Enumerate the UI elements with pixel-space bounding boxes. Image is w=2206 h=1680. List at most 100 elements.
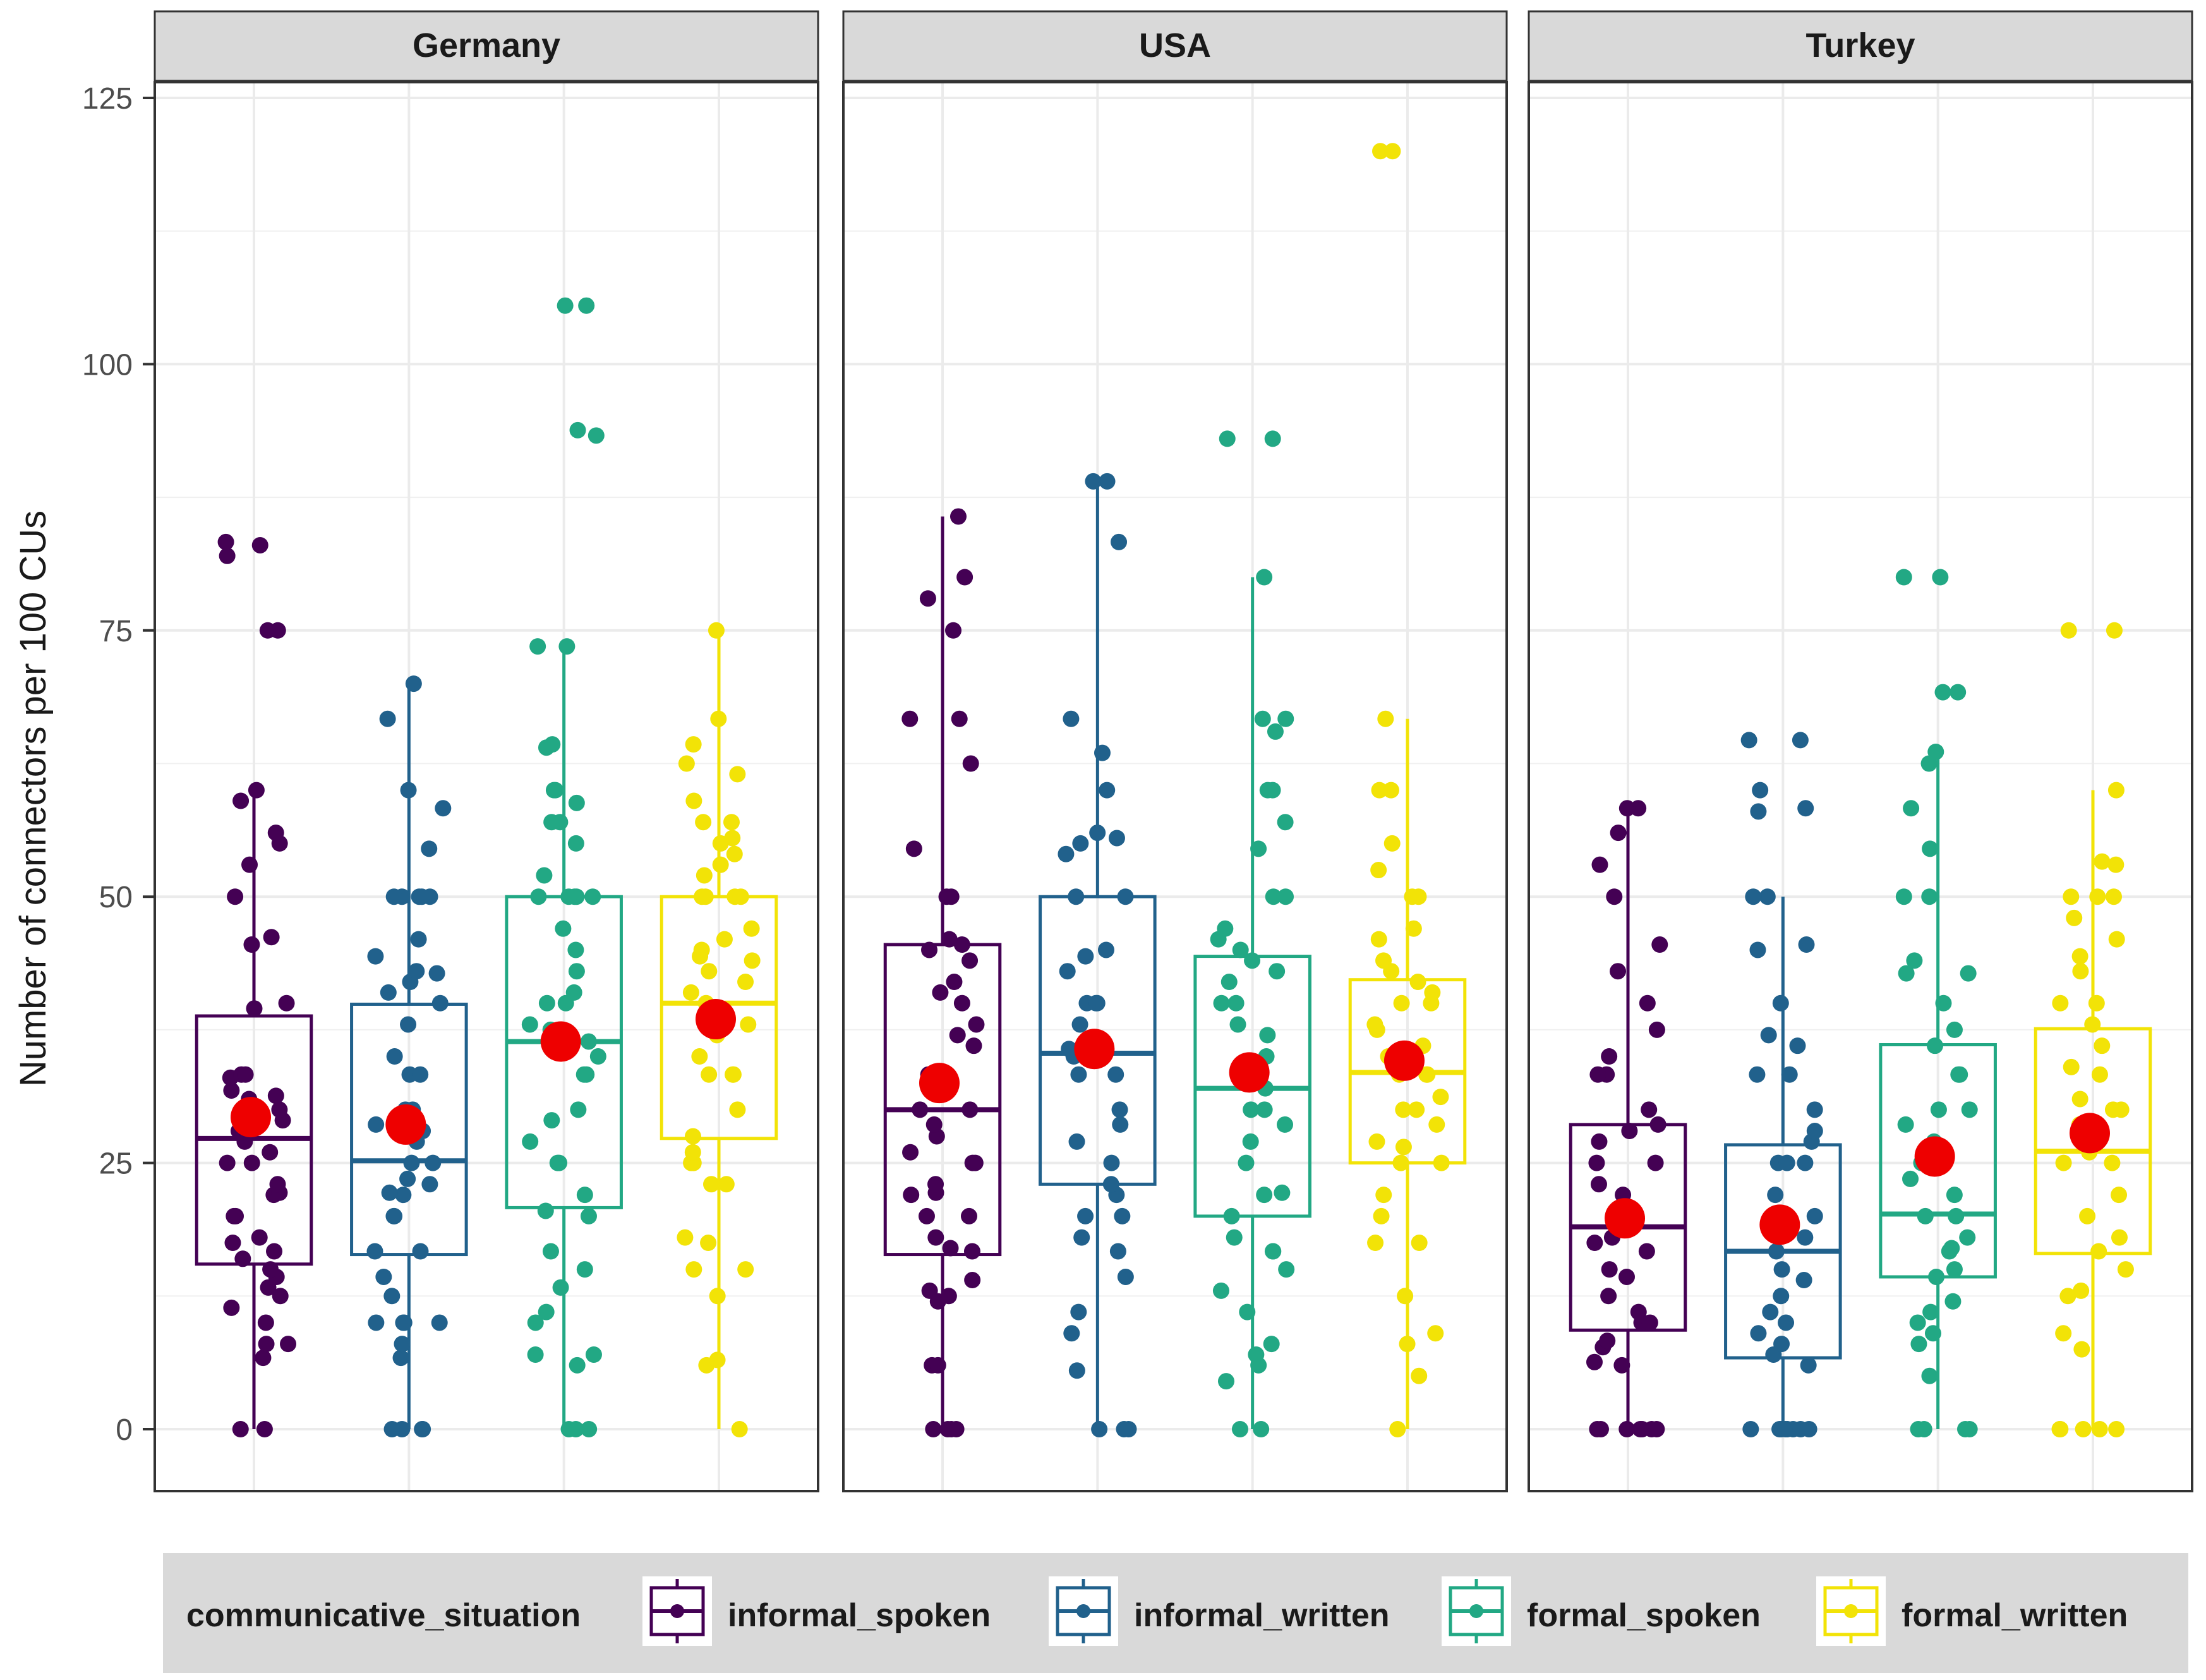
data-point bbox=[1749, 1066, 1766, 1083]
data-point bbox=[431, 994, 449, 1012]
data-point bbox=[375, 1268, 392, 1285]
data-point bbox=[1253, 1421, 1270, 1437]
data-point bbox=[902, 1144, 919, 1161]
data-point bbox=[1375, 1187, 1392, 1204]
data-point bbox=[1778, 1314, 1795, 1331]
data-point bbox=[684, 1128, 701, 1145]
data-point bbox=[1752, 782, 1769, 799]
data-point bbox=[1586, 1353, 1603, 1370]
data-point bbox=[1085, 473, 1102, 490]
data-point bbox=[1278, 1261, 1295, 1278]
box bbox=[660, 895, 778, 1140]
data-point bbox=[744, 952, 761, 969]
data-point bbox=[1102, 1176, 1119, 1193]
data-point bbox=[1601, 1048, 1618, 1065]
data-point bbox=[901, 710, 919, 727]
data-point bbox=[386, 1048, 403, 1065]
data-point bbox=[1373, 1207, 1390, 1224]
data-point bbox=[1116, 1421, 1133, 1437]
data-point bbox=[243, 1154, 260, 1171]
data-point bbox=[725, 1066, 742, 1083]
data-point bbox=[1946, 1187, 1963, 1204]
data-point bbox=[712, 856, 729, 873]
data-point bbox=[1089, 825, 1106, 842]
data-point bbox=[1259, 782, 1276, 799]
data-point bbox=[576, 1187, 593, 1204]
data-point bbox=[413, 888, 430, 905]
data-point bbox=[1749, 941, 1766, 958]
data-point bbox=[1589, 1066, 1606, 1083]
data-point bbox=[569, 1357, 586, 1374]
y-tick-label: 75 bbox=[99, 615, 133, 648]
mean-marker bbox=[695, 999, 736, 1040]
data-point bbox=[271, 1101, 288, 1118]
data-point bbox=[737, 974, 754, 991]
data-point bbox=[234, 1250, 251, 1267]
data-point bbox=[1217, 1373, 1234, 1390]
data-point bbox=[946, 974, 963, 991]
facet-panels: Germany USA Turkey bbox=[154, 10, 2193, 1492]
data-point bbox=[269, 1176, 286, 1193]
data-point bbox=[544, 736, 561, 753]
data-point bbox=[1427, 1325, 1444, 1342]
data-point bbox=[280, 1336, 297, 1353]
data-point bbox=[1077, 948, 1094, 965]
y-tick-label: 25 bbox=[99, 1147, 133, 1181]
data-point bbox=[2111, 1187, 2128, 1204]
data-point bbox=[223, 1082, 240, 1099]
data-point bbox=[567, 835, 584, 852]
data-point bbox=[1740, 732, 1757, 749]
data-point bbox=[925, 1116, 943, 1133]
data-point bbox=[1070, 1066, 1087, 1083]
data-point bbox=[710, 710, 727, 727]
data-point bbox=[1256, 1101, 1273, 1118]
data-point bbox=[697, 888, 714, 905]
data-point bbox=[405, 675, 422, 692]
data-point bbox=[421, 840, 438, 857]
data-point bbox=[929, 1357, 946, 1374]
data-point bbox=[243, 936, 260, 953]
facet-strip bbox=[1528, 10, 2193, 82]
data-point bbox=[1372, 143, 1389, 160]
legend-items: informal_spoken informal_written formal_sp… bbox=[642, 1576, 2128, 1646]
data-point bbox=[1922, 840, 1939, 857]
y-axis-title: Number of connectors per 100 CUs bbox=[13, 511, 54, 1087]
y-tick-label: 0 bbox=[116, 1413, 133, 1447]
data-point bbox=[538, 994, 555, 1012]
data-point bbox=[1797, 800, 1814, 817]
data-point bbox=[381, 1184, 398, 1201]
data-point bbox=[1063, 1325, 1080, 1342]
data-point bbox=[953, 936, 970, 953]
data-point bbox=[1588, 1154, 1605, 1171]
data-point bbox=[1903, 800, 1920, 817]
data-point bbox=[412, 1066, 429, 1083]
data-point bbox=[1649, 1116, 1667, 1133]
data-point bbox=[410, 931, 427, 948]
legend-item-informal_written: informal_written bbox=[1049, 1576, 1390, 1646]
data-point bbox=[400, 1016, 417, 1033]
data-point bbox=[941, 931, 958, 948]
data-point bbox=[956, 569, 973, 586]
data-point bbox=[1928, 1268, 1945, 1285]
data-point bbox=[1099, 782, 1116, 799]
data-point bbox=[1906, 952, 1923, 969]
data-point bbox=[1063, 710, 1080, 727]
data-point bbox=[2052, 1421, 2069, 1437]
data-point bbox=[701, 963, 718, 980]
data-point bbox=[1411, 1367, 1428, 1384]
box-group-formal_written bbox=[2034, 622, 2152, 1437]
data-point bbox=[395, 1314, 413, 1331]
data-point bbox=[927, 1229, 944, 1246]
legend-key-point bbox=[1469, 1604, 1483, 1618]
data-point bbox=[927, 1176, 944, 1193]
panel-background bbox=[1529, 82, 2192, 1491]
data-point bbox=[1265, 1243, 1282, 1260]
data-point bbox=[2113, 1101, 2130, 1118]
box-group-formal_spoken bbox=[1879, 569, 1997, 1437]
data-point bbox=[262, 1261, 279, 1278]
data-point bbox=[1077, 1207, 1094, 1224]
data-point bbox=[258, 1336, 275, 1353]
data-point bbox=[678, 755, 695, 772]
data-point bbox=[1745, 888, 1762, 905]
data-point bbox=[570, 1101, 587, 1118]
